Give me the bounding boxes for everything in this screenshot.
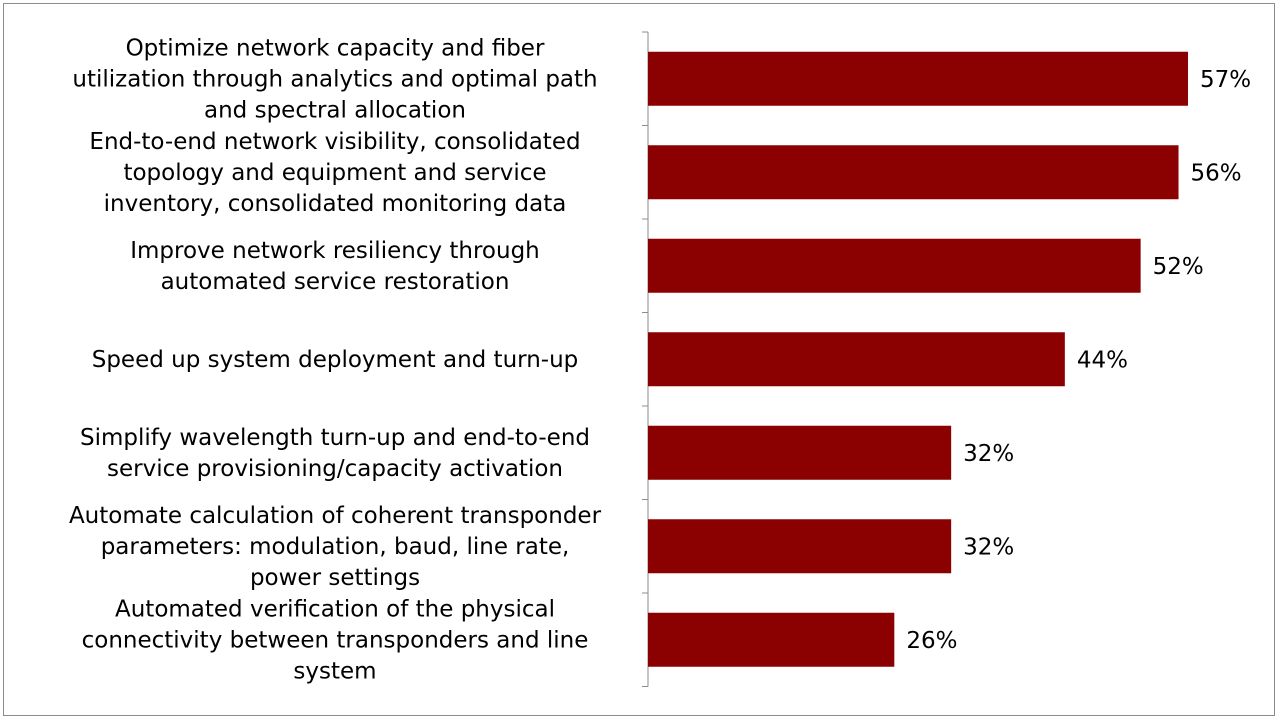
- bar: [648, 145, 1179, 200]
- data-label: 26%: [906, 628, 957, 654]
- category-label: End-to-end network visibility, consolida…: [89, 129, 580, 217]
- category-label-line: Simplify wavelength turn-up and end-to-e…: [80, 425, 590, 451]
- bar: [648, 612, 895, 667]
- data-label: 52%: [1153, 254, 1204, 280]
- category-label-line: inventory, consolidated monitoring data: [104, 191, 567, 217]
- category-label-line: Improve network resiliency through: [130, 238, 540, 264]
- data-label: 57%: [1200, 67, 1251, 93]
- category-label-line: Optimize network capacity and fiber: [126, 36, 545, 62]
- category-label-line: power settings: [250, 565, 420, 591]
- category-label: Optimize network capacity and fiber utili…: [72, 36, 597, 124]
- bar: [648, 51, 1188, 106]
- data-label: 56%: [1191, 160, 1242, 186]
- category-label: Automated verification of the physical co…: [82, 597, 589, 685]
- bar: [648, 332, 1065, 387]
- category-label-line: End-to-end network visibility, consolida…: [89, 129, 580, 155]
- data-label: 32%: [963, 534, 1014, 560]
- category-label-line: automated service restoration: [161, 269, 510, 295]
- category-label: Speed up system deployment and turn-up: [92, 347, 579, 373]
- category-label-line: topology and equipment and service: [123, 160, 546, 186]
- bar: [648, 238, 1141, 293]
- category-label-line: Automate calculation of coherent transpo…: [69, 503, 602, 529]
- category-label: Simplify wavelength turn-up and end-to-e…: [80, 425, 590, 482]
- category-label-line: and spectral allocation: [204, 98, 466, 124]
- bar: [648, 519, 952, 574]
- category-label-line: utilization through analytics and optima…: [72, 67, 597, 93]
- category-label-line: connectivity between transponders and li…: [82, 628, 589, 654]
- bar: [648, 425, 952, 480]
- category-label-line: service provisioning/capacity activation: [107, 456, 563, 482]
- category-label-line: Automated verification of the physical: [115, 597, 555, 623]
- data-label: 44%: [1077, 347, 1128, 373]
- data-label: 32%: [963, 441, 1014, 467]
- category-label-line: parameters: modulation, baud, line rate,: [101, 534, 570, 560]
- category-label-line: system: [293, 659, 376, 685]
- category-label: Improve network resiliency through automa…: [130, 238, 540, 295]
- category-label: Automate calculation of coherent transpo…: [69, 503, 602, 591]
- category-label-line: Speed up system deployment and turn-up: [92, 347, 579, 373]
